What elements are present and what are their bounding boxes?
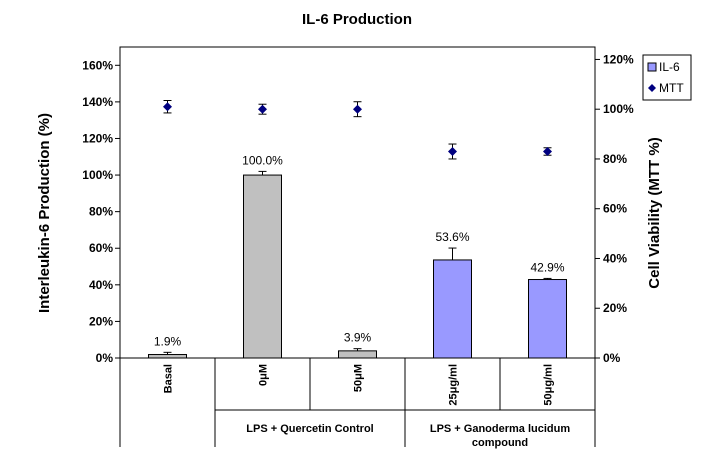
y-tick-label: 80%: [89, 205, 113, 219]
mtt-point: [353, 104, 362, 114]
y2-tick-label: 60%: [603, 202, 627, 216]
y2-tick-label: 100%: [603, 102, 634, 116]
mtt-point: [543, 146, 552, 156]
legend-marker-mtt: [648, 84, 656, 92]
category-label: 0μM: [258, 364, 270, 386]
mtt-point: [448, 146, 457, 156]
il6-bar: [243, 174, 282, 359]
data-labels: 1.9% 100.0% 3.9% 53.6% 42.9%: [154, 153, 565, 348]
il6-data-label: 42.9%: [530, 260, 564, 274]
il6-bar: [148, 354, 187, 359]
plot-area: [119, 46, 596, 359]
y-tick-label: 140%: [82, 95, 113, 109]
y-tick-label: 0%: [96, 351, 114, 365]
y2-tick-label: 0%: [603, 351, 621, 365]
legend-swatch-il6: [647, 62, 657, 72]
chart-title: IL-6 Production: [302, 11, 412, 28]
y-tick-label: 160%: [82, 58, 113, 72]
bar-series: [148, 170, 567, 359]
il6-data-label: 1.9%: [154, 334, 182, 348]
group-label: LPS + Quercetin Control: [246, 423, 373, 435]
y-tick-label: 20%: [89, 314, 113, 328]
il6-bar: [433, 259, 472, 359]
group-label: LPS + Ganoderma lucidum: [430, 423, 571, 435]
category-label: 25μg/ml: [448, 364, 460, 406]
y-tick-label: 40%: [89, 278, 113, 292]
category-label: Basal: [163, 364, 175, 393]
category-axis: Basal 0μM 50μM 25μg/ml 50μg/ml LPS + Querceti…: [119, 358, 596, 449]
y2-tick-label: 20%: [603, 301, 627, 315]
y2-tick-label: 80%: [603, 152, 627, 166]
category-label: 50μM: [353, 364, 365, 392]
y2-tick-label: 40%: [603, 251, 627, 265]
y-tick-label: 120%: [82, 131, 113, 145]
y2-tick-label: 120%: [603, 52, 634, 66]
legend-label-mtt: MTT: [659, 81, 684, 95]
y-tick-label: 60%: [89, 241, 113, 255]
mtt-point: [258, 104, 267, 114]
il6-data-label: 3.9%: [344, 331, 372, 345]
il6-data-label: 100.0%: [242, 153, 283, 167]
y-tick-label: 100%: [82, 168, 113, 182]
category-label: 50μg/ml: [543, 364, 555, 406]
il6-data-label: 53.6%: [435, 230, 469, 244]
legend: IL-6 MTT: [642, 54, 692, 101]
legend-label-il6: IL-6: [659, 60, 680, 74]
plot-frame: [119, 46, 596, 359]
y2-axis-title: Cell Viability (MTT %): [646, 137, 663, 288]
axes: 0% 20% 40% 60% 80% 100% 120% 140% 160% 0% 20% 40% 60…: [82, 52, 634, 365]
mtt-series: [163, 99, 552, 160]
y-axis-title: Interleukin-6 Production (%): [36, 113, 53, 313]
il6-bar: [528, 279, 567, 359]
group-label: compound: [472, 437, 528, 449]
mtt-point: [163, 102, 172, 112]
il6-bar: [338, 350, 377, 359]
